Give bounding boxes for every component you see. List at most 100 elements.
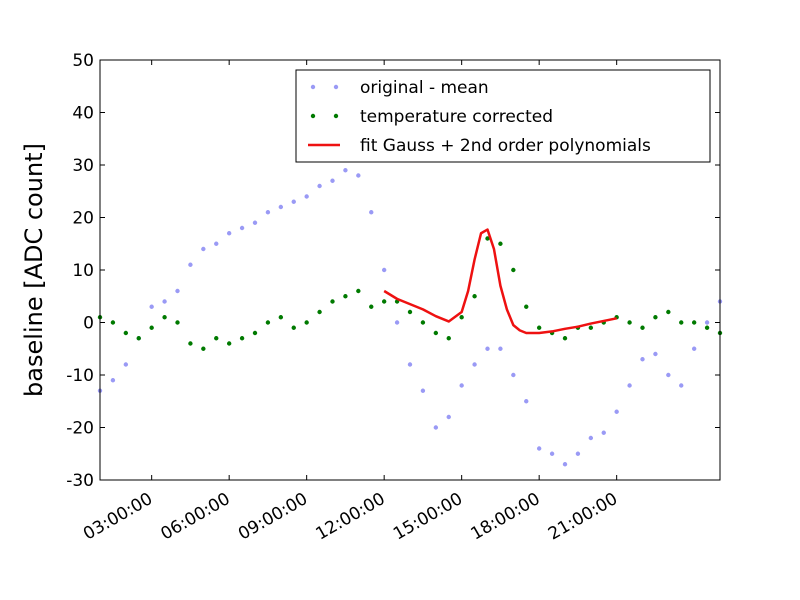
data-point: [704, 320, 710, 325]
series-1: [97, 236, 723, 351]
data-point: [343, 168, 348, 173]
data-point: [110, 320, 116, 325]
data-point: [123, 330, 129, 336]
data-point: [536, 446, 542, 451]
legend-swatch-point: [310, 113, 316, 119]
data-point: [291, 199, 296, 204]
data-point: [433, 330, 439, 336]
data-point: [679, 383, 684, 388]
data-point: [691, 320, 697, 325]
data-point: [562, 336, 568, 341]
legend: original - mean temperature corrected fit …: [295, 69, 711, 163]
data-point: [381, 267, 387, 273]
legend-swatch-point: [310, 84, 316, 90]
data-point: [356, 173, 361, 178]
x-tick-label: 03:00:00: [80, 489, 156, 545]
data-point: [536, 325, 542, 330]
data-point: [188, 262, 193, 267]
data-point: [136, 336, 141, 341]
data-point: [265, 210, 271, 215]
data-point: [666, 309, 671, 315]
legend-label: fit Gauss + 2nd order polynomials: [360, 136, 651, 156]
data-point: [446, 336, 451, 341]
data-point: [498, 346, 503, 351]
data-point: [627, 320, 632, 325]
series-layer: [97, 168, 723, 467]
data-point: [588, 325, 594, 330]
data-point: [252, 220, 258, 225]
fit-line: [383, 228, 617, 335]
y-tick-label: -10: [66, 366, 94, 386]
data-point: [291, 325, 296, 330]
data-point: [588, 435, 594, 441]
data-point: [575, 451, 581, 456]
data-point: [614, 409, 619, 414]
data-point: [549, 451, 555, 456]
data-point: [511, 267, 516, 273]
y-tick-label: 20: [72, 209, 94, 229]
data-point: [459, 383, 464, 388]
y-tick-label: 40: [72, 104, 94, 124]
data-point: [653, 315, 658, 320]
y-tick-label: 50: [72, 51, 94, 71]
data-point: [304, 194, 309, 199]
data-point: [201, 346, 206, 351]
x-tick-label: 09:00:00: [235, 489, 311, 545]
data-point: [381, 299, 387, 304]
data-point: [278, 315, 284, 320]
y-tick-label: 0: [83, 314, 94, 334]
data-point: [653, 351, 658, 357]
data-point: [511, 372, 516, 378]
y-axis-title: baseline [ADC count]: [20, 143, 48, 397]
legend-label: temperature corrected: [360, 107, 553, 127]
data-point: [407, 362, 413, 367]
data-point: [394, 320, 400, 325]
data-point: [175, 320, 180, 325]
plot-frame: [99, 59, 721, 481]
data-point: [369, 210, 374, 215]
data-point: [252, 330, 258, 336]
series-0: [97, 168, 723, 467]
data-point: [666, 372, 671, 378]
data-point: [149, 325, 154, 330]
data-point: [524, 399, 529, 404]
y-tick-label: -30: [66, 471, 94, 491]
y-tick-label: 30: [72, 156, 94, 176]
data-point: [188, 341, 193, 346]
x-tick-label: 21:00:00: [545, 489, 621, 545]
data-point: [459, 315, 464, 320]
data-point: [317, 183, 322, 189]
data-point: [356, 288, 361, 294]
data-point: [420, 320, 426, 325]
legend-swatch-point: [333, 113, 339, 119]
data-point: [239, 225, 245, 231]
data-point: [640, 325, 645, 330]
data-point: [369, 304, 374, 309]
data-point: [343, 294, 348, 299]
data-point: [446, 414, 451, 420]
data-point: [239, 336, 245, 341]
data-point: [317, 309, 322, 315]
x-tick-label: 06:00:00: [158, 489, 234, 545]
series-2: [383, 228, 617, 335]
data-point: [407, 309, 413, 315]
y-tick-label: 10: [72, 261, 94, 281]
legend-label: original - mean: [360, 78, 489, 98]
data-point: [149, 304, 154, 309]
data-point: [498, 241, 503, 246]
data-point: [201, 246, 206, 252]
data-point: [162, 315, 167, 320]
data-point: [278, 204, 284, 210]
data-point: [226, 231, 232, 236]
data-point: [627, 383, 632, 388]
data-point: [691, 346, 697, 351]
y-tick-label: -20: [66, 419, 94, 439]
data-point: [330, 299, 335, 304]
data-point: [123, 362, 129, 367]
data-point: [485, 346, 490, 351]
data-point: [601, 430, 606, 435]
data-point: [162, 299, 167, 304]
data-point: [420, 388, 426, 393]
data-point: [175, 288, 180, 294]
